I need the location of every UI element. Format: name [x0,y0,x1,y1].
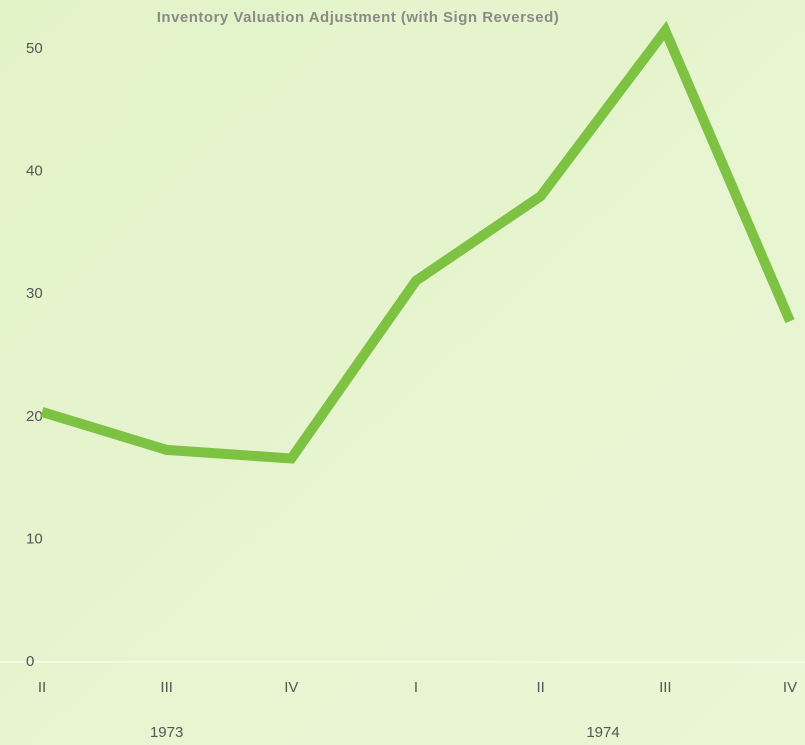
y-tick-label: 30 [26,285,43,302]
x-tick-label: II [38,679,46,696]
x-tick-label: IV [783,679,797,696]
x-tick-label: II [536,679,544,696]
x-tick-label: I [414,679,418,696]
y-tick-label: 50 [26,40,43,57]
x-tick-label: IV [284,679,298,696]
chart-title: Inventory Valuation Adjustment (with Sig… [157,9,560,26]
year-label: 1974 [586,724,619,741]
x-tick-label: III [659,679,672,696]
data-line [40,20,795,464]
y-tick-label: 10 [26,530,43,547]
y-tick-label: 20 [26,408,43,425]
x-tick-label: III [160,679,173,696]
year-label: 1973 [150,724,183,741]
y-tick-label: 40 [26,163,43,180]
y-tick-label: 0 [26,653,34,670]
